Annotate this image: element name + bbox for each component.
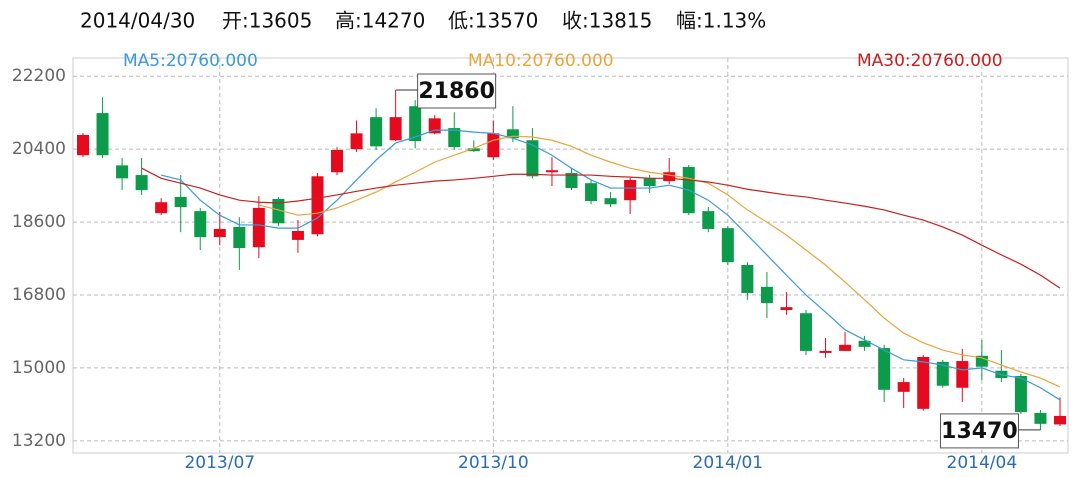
candle-body xyxy=(565,173,578,189)
candle-body xyxy=(409,106,422,142)
candle-body xyxy=(878,348,891,390)
candle-body xyxy=(291,230,304,240)
header-item: 高:14270 xyxy=(335,9,425,33)
annotation-label: 13470 xyxy=(941,419,1018,444)
ma-line xyxy=(161,129,1061,401)
y-tick-label: 20400 xyxy=(12,139,66,159)
candle-body xyxy=(96,113,109,156)
y-tick-label: 18600 xyxy=(12,212,66,232)
ma-line xyxy=(141,167,1061,289)
candle-body xyxy=(545,170,558,173)
candle-body xyxy=(467,148,480,152)
candle-body xyxy=(174,196,187,208)
candle-body xyxy=(819,350,832,353)
candle-body xyxy=(506,129,519,139)
candle-body xyxy=(780,307,793,310)
candle-body xyxy=(1054,415,1066,425)
candle-body xyxy=(370,117,383,147)
candle-body xyxy=(194,211,207,238)
candle-body xyxy=(604,198,617,205)
candle-body xyxy=(331,149,344,173)
header-item: 低:13570 xyxy=(448,9,538,33)
header-item: 幅:1.13% xyxy=(676,9,766,33)
candle-body xyxy=(760,286,773,304)
candle-body xyxy=(135,175,148,191)
candle-body xyxy=(858,340,871,347)
candle-body xyxy=(448,128,461,148)
header-item: 开:13605 xyxy=(222,9,312,33)
candle-body xyxy=(956,361,969,388)
legend-entry: MA5:20760.000 xyxy=(123,51,258,71)
candle-body xyxy=(487,133,500,158)
y-tick-label: 22200 xyxy=(12,66,66,86)
candle-body xyxy=(526,140,539,177)
annotation-box xyxy=(417,73,497,109)
candle-body xyxy=(350,133,363,150)
candle-body xyxy=(975,355,988,367)
candle-body xyxy=(311,176,324,235)
candle-body xyxy=(721,228,734,263)
annotation-label: 21860 xyxy=(418,79,495,104)
candle-body xyxy=(389,117,402,141)
candle-body xyxy=(917,356,930,409)
candle-body xyxy=(155,202,168,214)
candle-body xyxy=(233,226,246,249)
y-tick-label: 13200 xyxy=(12,431,66,451)
x-tick-label: 2014/04 xyxy=(947,453,1018,473)
ma-line xyxy=(258,135,1061,388)
x-tick-label: 2013/10 xyxy=(458,453,529,473)
candle-body xyxy=(741,265,754,293)
x-tick-label: 2014/01 xyxy=(693,453,764,473)
candle-body xyxy=(272,198,285,224)
candle-body xyxy=(839,344,852,351)
plot-frame xyxy=(72,57,1069,454)
header-item: 2014/04/30 xyxy=(80,9,195,33)
candle-body xyxy=(663,172,676,182)
legend-entry: MA10:20760.000 xyxy=(468,51,614,71)
annotation-box xyxy=(939,413,1019,449)
candle-body xyxy=(936,361,949,386)
candle-body xyxy=(702,211,715,229)
candle-body xyxy=(624,179,637,201)
candle-body xyxy=(799,313,812,351)
candle-body xyxy=(1014,376,1027,413)
candle-body xyxy=(213,228,226,238)
header-item: 收:13815 xyxy=(562,9,652,33)
x-tick-label: 2013/07 xyxy=(184,453,255,473)
candle-body xyxy=(116,165,129,179)
candle-body xyxy=(585,183,598,202)
legend-entry: MA30:20760.000 xyxy=(857,51,1003,71)
candle-body xyxy=(1034,412,1047,424)
candle-body xyxy=(897,382,910,392)
candle-body xyxy=(643,177,656,187)
candle-body xyxy=(252,207,265,248)
candle-body xyxy=(77,134,89,156)
y-tick-label: 16800 xyxy=(12,285,66,305)
y-tick-label: 15000 xyxy=(12,358,66,378)
